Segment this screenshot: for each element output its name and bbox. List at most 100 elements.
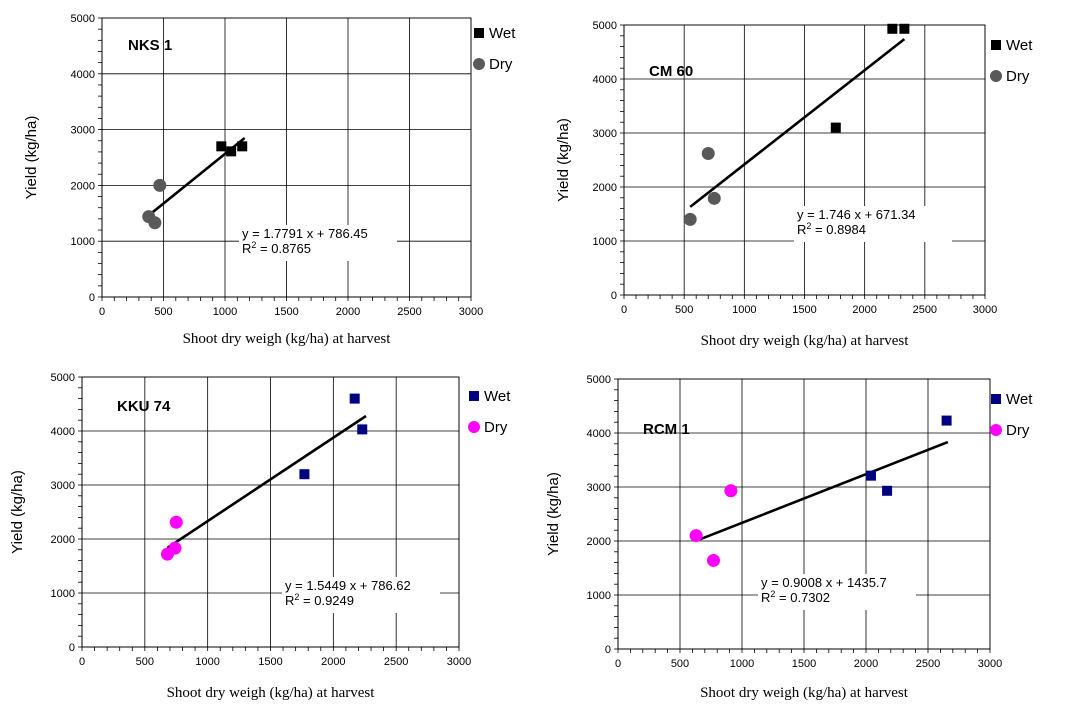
legend-label-dry: Dry xyxy=(489,56,513,73)
dry-point-1 xyxy=(168,541,182,555)
x-tick-label: 1500 xyxy=(274,306,298,318)
x-tick-label: 1500 xyxy=(792,304,816,316)
y-tick-label: 4000 xyxy=(587,428,611,440)
y-axis-label: Yield (kg/ha) xyxy=(23,116,40,200)
scatter-panel-0: 0 1000 2000 3000 4000 5000 0 500 1000 1500 2000 250… xyxy=(23,13,516,347)
legend-swatch-dry xyxy=(990,70,1002,82)
r-squared-value: = 0.7302 xyxy=(775,590,830,605)
trendline xyxy=(166,414,367,549)
x-axis-label: Shoot dry weigh (kg/ha) at harvest xyxy=(167,685,376,701)
y-axis-label: Yield (kg/ha) xyxy=(545,472,562,556)
x-tick-label: 2000 xyxy=(852,304,876,316)
equation-box xyxy=(239,225,397,261)
y-tick-label: 3000 xyxy=(587,482,611,494)
y-tick-label: 4000 xyxy=(71,69,95,81)
wet-point-0 xyxy=(830,122,841,133)
y-tick-label: 5000 xyxy=(71,13,95,25)
x-tick-label: 500 xyxy=(671,658,689,670)
y-tick-label: 5000 xyxy=(593,20,617,32)
wet-point-1 xyxy=(882,485,893,496)
legend-label-dry: Dry xyxy=(1006,422,1030,439)
x-tick-label: 3000 xyxy=(978,658,1002,670)
y-tick-label: 3000 xyxy=(593,128,617,140)
x-tick-label: 3000 xyxy=(459,306,483,318)
scatter-panel-1: 0 1000 2000 3000 4000 5000 0 500 1000 1500 2000 250… xyxy=(555,20,1033,349)
x-axis-label: Shoot dry weigh (kg/ha) at harvest xyxy=(183,331,392,347)
y-tick-label: 4000 xyxy=(593,74,617,86)
x-axis-label: Shoot dry weigh (kg/ha) at harvest xyxy=(701,333,910,349)
r-squared-symbol: R xyxy=(761,590,770,605)
r-squared-value: = 0.9249 xyxy=(299,593,354,608)
x-tick-label: 0 xyxy=(79,656,85,668)
x-tick-label: 1000 xyxy=(732,304,756,316)
dry-point-2 xyxy=(153,178,167,192)
regression-equation: y = 1.7791 x + 786.45 xyxy=(242,226,368,241)
legend-swatch-dry xyxy=(468,421,480,433)
wet-point-2 xyxy=(357,424,368,435)
equation-box xyxy=(758,574,916,610)
r-squared-value: = 0.8984 xyxy=(811,222,866,237)
r-squared: R2 = 0.8984 xyxy=(797,221,866,237)
x-tick-label: 1500 xyxy=(792,658,816,670)
x-tick-label: 0 xyxy=(621,304,627,316)
legend-label-dry: Dry xyxy=(484,419,508,436)
wet-point-1 xyxy=(887,23,898,34)
x-tick-label: 2500 xyxy=(384,656,408,668)
x-tick-label: 2000 xyxy=(336,306,360,318)
y-tick-label: 1000 xyxy=(71,236,95,248)
chart-title: NKS 1 xyxy=(128,37,172,54)
r-squared: R2 = 0.8765 xyxy=(242,240,311,256)
x-tick-label: 500 xyxy=(136,656,154,668)
equation-box xyxy=(282,577,440,613)
y-tick-label: 1000 xyxy=(587,590,611,602)
x-tick-label: 2000 xyxy=(321,656,345,668)
x-tick-label: 500 xyxy=(154,306,172,318)
trendline xyxy=(695,440,949,543)
r-squared-exponent: 2 xyxy=(770,589,775,599)
dry-point-1 xyxy=(706,553,720,567)
chart-title: KKU 74 xyxy=(117,398,171,415)
legend-swatch-wet xyxy=(469,391,479,401)
wet-point-1 xyxy=(349,393,360,404)
x-tick-label: 1000 xyxy=(195,656,219,668)
legend-swatch-dry xyxy=(990,424,1002,436)
r-squared-exponent: 2 xyxy=(251,240,256,250)
wet-point-2 xyxy=(899,23,910,34)
y-tick-label: 0 xyxy=(69,642,75,654)
dry-point-1 xyxy=(701,147,715,161)
y-tick-label: 2000 xyxy=(593,182,617,194)
trendline xyxy=(689,38,906,208)
dry-point-2 xyxy=(707,191,721,205)
y-axis-label: Yield (kg/ha) xyxy=(555,118,572,202)
x-axis-label: Shoot dry weigh (kg/ha) at harvest xyxy=(700,685,909,701)
legend-label-wet: Wet xyxy=(1006,391,1033,408)
y-tick-label: 2000 xyxy=(51,534,75,546)
y-tick-label: 1000 xyxy=(51,588,75,600)
wet-point-0 xyxy=(865,470,876,481)
regression-equation: y = 1.746 x + 671.34 xyxy=(797,207,916,222)
r-squared: R2 = 0.9249 xyxy=(285,592,354,608)
legend-label-wet: Wet xyxy=(489,25,516,42)
x-tick-label: 2500 xyxy=(397,306,421,318)
x-tick-label: 2000 xyxy=(854,658,878,670)
regression-equation: y = 0.9008 x + 1435.7 xyxy=(761,575,887,590)
r-squared-symbol: R xyxy=(285,593,294,608)
x-tick-label: 2500 xyxy=(916,658,940,670)
y-tick-label: 3000 xyxy=(71,125,95,137)
r-squared: R2 = 0.7302 xyxy=(761,589,830,605)
wet-point-1 xyxy=(226,146,237,157)
dry-point-2 xyxy=(169,515,183,529)
scatter-panel-2: 0 1000 2000 3000 4000 5000 0 500 1000 1500 2000 250… xyxy=(9,372,511,701)
legend-swatch-wet xyxy=(991,40,1001,50)
y-tick-label: 2000 xyxy=(587,536,611,548)
legend-swatch-dry xyxy=(473,58,485,70)
r-squared-value: = 0.8765 xyxy=(256,241,311,256)
dry-point-2 xyxy=(724,484,738,498)
x-tick-label: 500 xyxy=(675,304,693,316)
y-axis-label: Yield (kg/ha) xyxy=(9,470,26,554)
x-tick-label: 1000 xyxy=(730,658,754,670)
scatter-panel-3: 0 1000 2000 3000 4000 5000 0 500 1000 1500 2000 250… xyxy=(545,374,1033,701)
y-tick-label: 2000 xyxy=(71,180,95,192)
dry-point-1 xyxy=(148,216,162,230)
